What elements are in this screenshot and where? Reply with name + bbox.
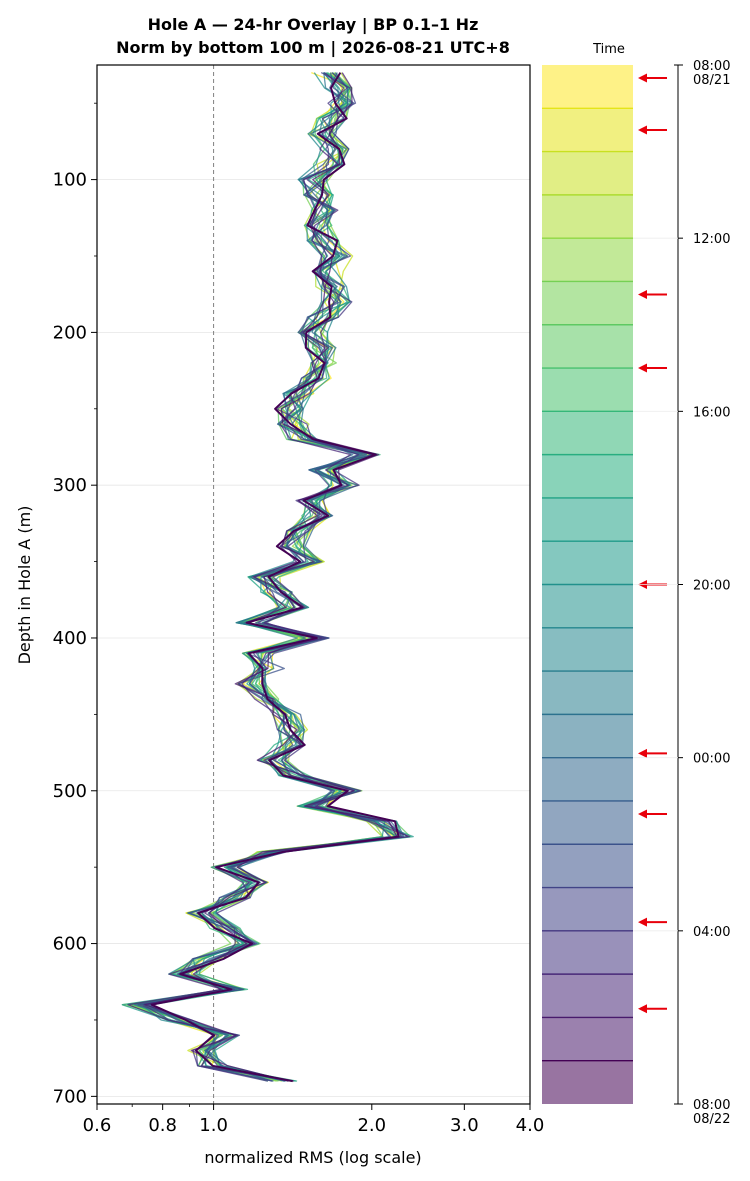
chart-subtitle: Norm by bottom 100 m | 2026-08-21 UTC+8 (116, 38, 510, 58)
series-line (126, 72, 397, 1082)
x-tick-label: 3.0 (450, 1115, 479, 1136)
x-tick-label: 4.0 (516, 1115, 545, 1136)
colorbar-cell (542, 65, 633, 109)
colorbar-cell (542, 108, 633, 152)
marker-arrow-head (638, 917, 647, 927)
grid-lines (97, 179, 530, 1097)
series-line (142, 72, 403, 1082)
colorbar-tick-label: 16:00 (693, 405, 730, 420)
colorbar-cell (542, 541, 633, 585)
colorbar-cell (542, 627, 633, 672)
series-line (150, 72, 400, 1083)
x-tick-label: 0.8 (148, 1115, 177, 1136)
series-line (147, 72, 404, 1082)
y-tick-label: 400 (53, 628, 87, 649)
colorbar-cell (542, 714, 633, 758)
y-tick-label: 300 (53, 475, 87, 496)
chart-title: Hole A — 24-hr Overlay | BP 0.1–1 Hz (148, 15, 479, 35)
time-colorbar: 08:0012:0016:0020:0000:0004:0008:0008/21… (542, 42, 730, 1127)
colorbar-cell (542, 368, 633, 412)
colorbar-cell (542, 281, 633, 325)
plot-area: 100 200 300 400 500 600 700 0.6 0.8 1.0 2.0 3.0 4.0 (53, 64, 545, 1136)
colorbar-cell (542, 974, 633, 1018)
colorbar-tick-label: 12:00 (693, 232, 730, 247)
colorbar-cell (542, 757, 633, 801)
marker-arrow-head (638, 363, 647, 373)
series-line (144, 72, 398, 1082)
colorbar-cell (542, 671, 633, 715)
plot-frame (96, 64, 531, 1105)
y-tick-label: 600 (53, 934, 87, 955)
colorbar-cell (542, 194, 633, 239)
marker-arrow-head (638, 125, 647, 135)
colorbar-cells (542, 65, 633, 1104)
colorbar-cell (542, 844, 633, 888)
x-tick-label: 1.0 (199, 1115, 228, 1136)
y-tick-label: 100 (53, 170, 87, 191)
colorbar-axis: 08:0012:0016:0020:0000:0004:0008:0008/21… (633, 59, 730, 1127)
x-tick-label: 0.6 (83, 1115, 112, 1136)
colorbar-tick-label: 20:00 (693, 579, 730, 594)
y-axis-label: Depth in Hole A (m) (15, 506, 34, 665)
marker-arrow-head (638, 748, 647, 758)
colorbar-cell (542, 151, 633, 195)
y-tick-label: 200 (53, 322, 87, 343)
colorbar-tick-label: 08:00 (693, 59, 730, 74)
y-tick-label: 500 (53, 781, 87, 802)
colorbar-cell (542, 584, 633, 628)
colorbar-cell (542, 887, 633, 931)
x-axis-label: normalized RMS (log scale) (204, 1148, 421, 1167)
series-group (121, 71, 414, 1083)
colorbar-cell (542, 497, 633, 542)
series-line (151, 72, 401, 1082)
colorbar-markers (638, 73, 667, 1014)
colorbar-tick-label: 00:00 (693, 752, 730, 767)
colorbar-cell (542, 411, 633, 455)
colorbar-tick-label: 08:00 (693, 1098, 730, 1113)
colorbar-date-label: 08/22 (693, 1112, 730, 1127)
colorbar-cell (542, 930, 633, 975)
series-line (127, 72, 411, 1082)
colorbar-cell (542, 800, 633, 845)
y-axis-ticks: 100 200 300 400 500 600 700 (53, 102, 97, 1107)
series-line (143, 72, 399, 1082)
marker-arrow-head (638, 73, 647, 83)
marker-arrow-head (638, 1004, 647, 1014)
colorbar-tick-label: 04:00 (693, 925, 730, 940)
x-tick-label: 2.0 (357, 1115, 386, 1136)
marker-arrow-head (638, 809, 647, 819)
marker-arrow-head (638, 289, 647, 299)
colorbar-cell (542, 454, 633, 498)
y-tick-label: 700 (53, 1086, 87, 1107)
colorbar-title: Time (592, 42, 625, 57)
colorbar-cell (542, 238, 633, 282)
colorbar-cell (542, 324, 633, 369)
x-axis-ticks: 0.6 0.8 1.0 2.0 3.0 4.0 (83, 1104, 545, 1136)
colorbar-cell (542, 1060, 633, 1104)
colorbar-date-label: 08/21 (693, 73, 730, 88)
colorbar-cell (542, 1017, 633, 1061)
